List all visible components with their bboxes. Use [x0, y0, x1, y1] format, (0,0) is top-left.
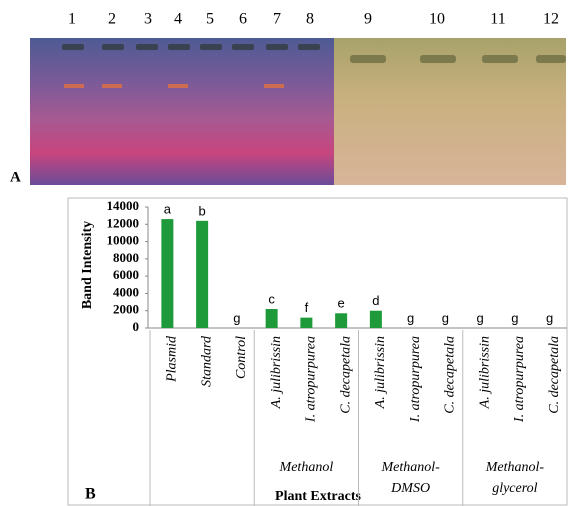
x-tick-label: C. decapetala	[547, 336, 562, 414]
bar	[335, 313, 347, 328]
x-tick-label: A. julibrissin	[373, 336, 388, 409]
significance-letter: b	[199, 203, 206, 218]
lane-label: 6	[239, 11, 247, 28]
lane-label: 12	[543, 11, 559, 28]
x-tick-label: Standard	[199, 335, 214, 387]
y-tick-label: 4000	[113, 284, 139, 299]
lane-label: 1	[68, 11, 76, 28]
significance-letter: g	[511, 310, 518, 325]
x-tick-label: I. atropurpurea	[512, 336, 527, 423]
panel-label: B	[85, 486, 96, 503]
x-axis-title: Plant Extracts	[275, 489, 361, 504]
bar	[161, 219, 173, 328]
significance-letter: e	[338, 296, 345, 311]
x-tick-label: Control	[234, 336, 249, 379]
significance-letter: f	[305, 300, 309, 315]
lane-label: 9	[364, 11, 372, 28]
bar	[370, 311, 382, 328]
y-tick-label: 14000	[107, 198, 140, 213]
y-tick-label: 12000	[107, 215, 140, 230]
figure: A B Band Intensity Plant Extracts 123456…	[0, 0, 581, 506]
gel-image	[30, 38, 566, 185]
panel-label: A	[10, 169, 21, 185]
significance-letter: g	[442, 310, 449, 325]
lane-label: 5	[206, 11, 214, 28]
significance-letter: g	[407, 310, 414, 325]
x-tick-label: C. decapetala	[338, 336, 353, 414]
x-tick-label: C. decapetala	[443, 336, 458, 414]
x-tick-label: A. julibrissin	[477, 336, 492, 409]
y-tick-label: 8000	[113, 250, 139, 265]
lane-label: 8	[306, 11, 314, 28]
x-tick-label: I. atropurpurea	[304, 336, 319, 423]
lane-label: 10	[429, 11, 445, 28]
lane-label: 3	[144, 11, 152, 28]
bar	[266, 309, 278, 328]
group-label: Methanol-DMSO	[380, 460, 440, 496]
y-tick-label: 0	[133, 319, 140, 334]
lane-label: 4	[174, 11, 182, 28]
group-label: Methanol-glycerol	[485, 460, 545, 496]
y-tick-label: 10000	[107, 233, 140, 248]
y-tick-label: 6000	[113, 267, 139, 282]
significance-letter: c	[268, 291, 275, 306]
significance-letter: g	[546, 310, 553, 325]
gel-left	[30, 38, 334, 185]
x-tick-label: I. atropurpurea	[408, 336, 423, 423]
lane-label: 7	[273, 11, 281, 28]
bar	[300, 318, 312, 328]
significance-letter: g	[233, 310, 240, 325]
y-tick-label: 2000	[113, 302, 139, 317]
x-tick-label: A. julibrissin	[269, 336, 284, 409]
lane-label: 2	[108, 11, 116, 28]
x-tick-label: Plasmid	[165, 335, 180, 383]
bar	[196, 221, 208, 328]
significance-letter: a	[164, 202, 172, 217]
lane-label: 11	[490, 11, 505, 28]
significance-letter: g	[477, 310, 484, 325]
group-label: Methanol	[279, 460, 334, 475]
significance-letter: d	[372, 293, 379, 308]
y-axis-title: Band Intensity	[80, 221, 95, 309]
